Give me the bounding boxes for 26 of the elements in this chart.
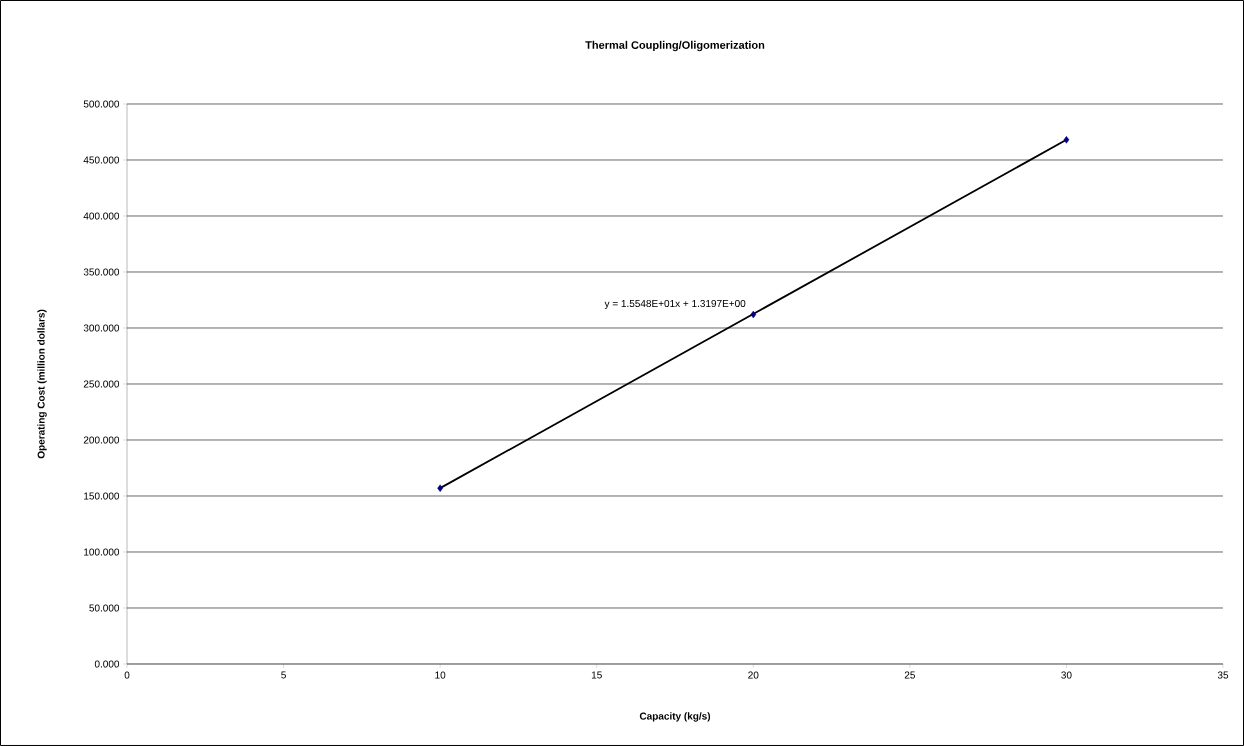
y-tick-label: 50.000 [89, 604, 120, 612]
x-axis-title: Capacity (kg/s) [639, 712, 711, 722]
y-tick-label: 0.000 [94, 660, 120, 668]
point [437, 484, 443, 492]
point [1063, 136, 1070, 144]
x-tick-label: 5 [281, 671, 286, 679]
y-tick-label: 250.000 [83, 380, 120, 388]
point [750, 310, 757, 319]
x-tick-label: 20 [748, 671, 759, 679]
y-tick-label: 500.000 [83, 100, 120, 108]
x-tick-label: 0 [124, 671, 130, 679]
y-tick-label: 150.000 [84, 492, 120, 500]
annotation: y = 1.5548E+01x + 1.3197E+00 [604, 299, 746, 310]
y-tick-label: 300.000 [83, 324, 120, 332]
y-tick-label: 200.000 [83, 436, 120, 444]
y-tick-label: 450.000 [83, 156, 120, 164]
y-tick-label: 350.000 [83, 268, 120, 276]
chart-title: Thermal Coupling/Oligomerization [585, 40, 765, 52]
y-tick-label: 400.000 [83, 212, 120, 220]
x-tick-label: 35 [1217, 671, 1229, 679]
y-tick-label: 100.000 [84, 548, 120, 556]
x-tick-label: 15 [591, 671, 602, 679]
y-axis-title: Operating Cost (million dollars) [37, 309, 47, 459]
x-tick-label: 30 [1061, 671, 1072, 679]
x-tick-label: 25 [904, 671, 915, 679]
x-tick-label: 10 [435, 671, 446, 679]
